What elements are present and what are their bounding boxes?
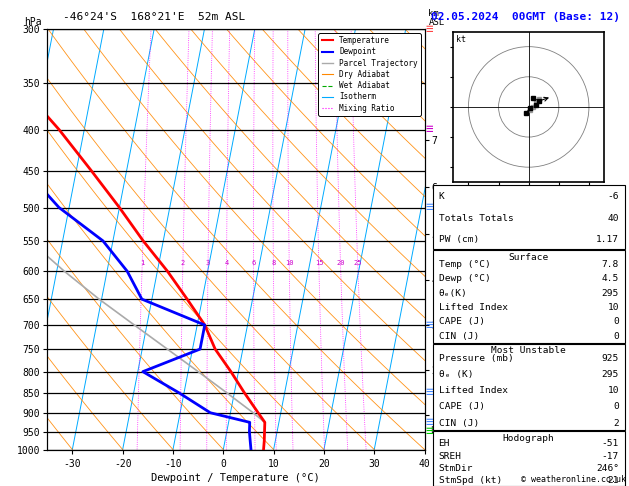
Y-axis label: Mixing Ratio (g/kg): Mixing Ratio (g/kg) [442,188,451,291]
Text: kt: kt [457,35,466,44]
Text: Surface: Surface [509,253,548,262]
Text: 21: 21 [608,476,619,485]
Text: -17: -17 [601,451,619,461]
Text: StmDir: StmDir [438,464,473,473]
Text: StmSpd (kt): StmSpd (kt) [438,476,502,485]
Text: 1.17: 1.17 [596,235,619,244]
Text: θₑ(K): θₑ(K) [438,289,467,297]
Text: Lifted Index: Lifted Index [438,303,508,312]
Text: CAPE (J): CAPE (J) [438,402,484,412]
Bar [433,431,625,486]
Text: km
ASL: km ASL [428,9,445,27]
Text: ≡: ≡ [425,123,433,136]
Text: PW (cm): PW (cm) [438,235,479,244]
Text: 20: 20 [337,260,345,266]
Text: 8: 8 [271,260,276,266]
Legend: Temperature, Dewpoint, Parcel Trajectory, Dry Adiabat, Wet Adiabat, Isotherm, Mi: Temperature, Dewpoint, Parcel Trajectory… [318,33,421,116]
Text: 6: 6 [252,260,255,266]
Text: 246°: 246° [596,464,619,473]
Text: 10: 10 [608,386,619,395]
Text: ≡: ≡ [425,23,433,35]
Text: θₑ (K): θₑ (K) [438,370,473,379]
Text: 3: 3 [206,260,210,266]
Text: 4: 4 [225,260,228,266]
Text: ≡: ≡ [425,318,433,331]
Text: CIN (J): CIN (J) [438,418,479,428]
Text: K: K [438,192,444,201]
X-axis label: Dewpoint / Temperature (°C): Dewpoint / Temperature (°C) [152,473,320,483]
Text: ≡: ≡ [425,201,433,214]
Text: 4.5: 4.5 [601,274,619,283]
Text: 10: 10 [608,303,619,312]
Text: ≡: ≡ [425,386,433,399]
Text: CIN (J): CIN (J) [438,332,479,341]
Text: ≡: ≡ [425,425,433,438]
Text: -6: -6 [608,192,619,201]
Text: hPa: hPa [25,17,42,27]
Text: 40: 40 [608,214,619,223]
Text: 7.8: 7.8 [601,260,619,269]
Text: Hodograph: Hodograph [503,434,555,443]
Text: 925: 925 [601,354,619,363]
Text: -46°24'S  168°21'E  52m ASL: -46°24'S 168°21'E 52m ASL [63,12,245,22]
Text: 15: 15 [314,260,323,266]
Text: -51: -51 [601,439,619,449]
Text: LCL: LCL [430,426,445,435]
Text: 1: 1 [140,260,144,266]
Text: 295: 295 [601,289,619,297]
Text: 0: 0 [613,402,619,412]
Text: 25: 25 [353,260,362,266]
Text: Most Unstable: Most Unstable [491,346,566,355]
Text: Pressure (mb): Pressure (mb) [438,354,513,363]
Bar [433,185,625,249]
Text: Lifted Index: Lifted Index [438,386,508,395]
Text: Totals Totals: Totals Totals [438,214,513,223]
Text: 02.05.2024  00GMT (Base: 12): 02.05.2024 00GMT (Base: 12) [431,12,620,22]
Text: 2: 2 [613,418,619,428]
Text: Temp (°C): Temp (°C) [438,260,490,269]
Text: 295: 295 [601,370,619,379]
Text: SREH: SREH [438,451,462,461]
Text: 10: 10 [285,260,294,266]
Text: 2: 2 [181,260,185,266]
Text: 0: 0 [613,332,619,341]
Bar [433,250,625,343]
Text: EH: EH [438,439,450,449]
Text: Dewp (°C): Dewp (°C) [438,274,490,283]
Bar [433,344,625,430]
Text: 0: 0 [613,317,619,327]
Text: © weatheronline.co.uk: © weatheronline.co.uk [521,474,626,484]
Text: ≡: ≡ [425,416,433,429]
Text: CAPE (J): CAPE (J) [438,317,484,327]
